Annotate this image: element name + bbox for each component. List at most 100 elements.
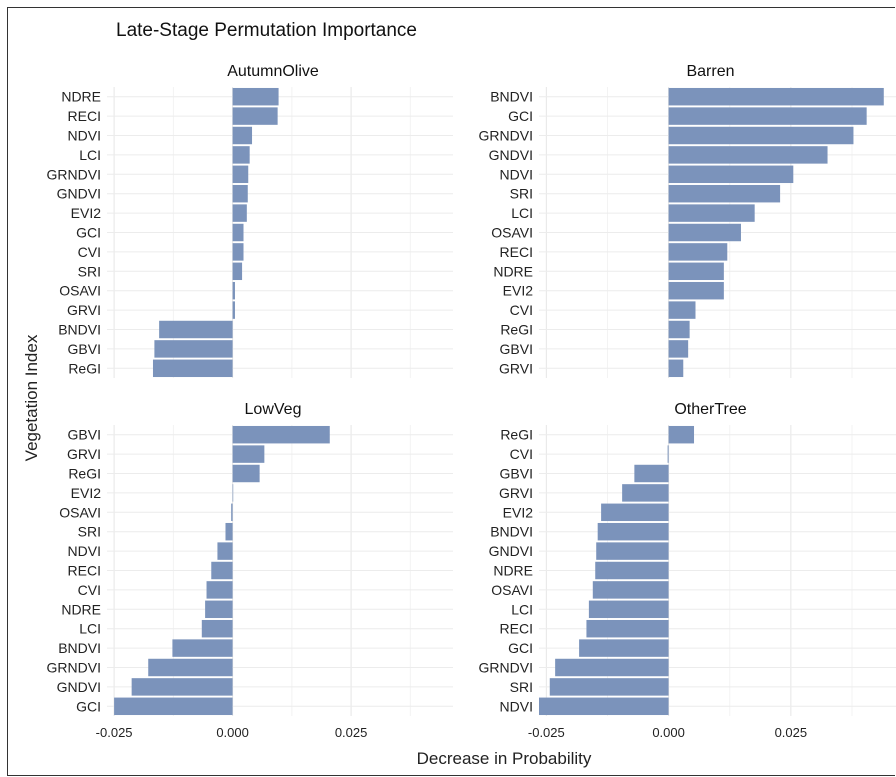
bar bbox=[601, 503, 669, 522]
category-label: CVI bbox=[78, 582, 101, 598]
x-tick-label: 0.025 bbox=[775, 725, 808, 740]
bar bbox=[586, 619, 669, 638]
category-label: GRVI bbox=[499, 485, 533, 501]
category-label: GRNDVI bbox=[479, 660, 533, 676]
bar bbox=[597, 522, 669, 541]
bar bbox=[622, 484, 669, 502]
category-label: SRI bbox=[78, 524, 101, 540]
bar bbox=[201, 619, 233, 638]
category-label: EVI2 bbox=[71, 485, 102, 501]
category-label: GNDVI bbox=[489, 543, 533, 559]
figure-frame bbox=[7, 7, 895, 776]
bar bbox=[668, 165, 794, 184]
category-label: CVI bbox=[78, 244, 101, 260]
category-label: ReGI bbox=[500, 427, 533, 443]
bar bbox=[539, 697, 669, 716]
x-tick-label: 0.025 bbox=[335, 725, 368, 740]
category-label: SRI bbox=[510, 186, 533, 202]
category-label: NDVI bbox=[68, 543, 101, 559]
bar bbox=[232, 243, 244, 261]
category-label: GRNDVI bbox=[47, 166, 101, 182]
panel-barren: BNDVI GCI GRNDVI GNDVI NDVI SRI LCI OSAVI RECI ND… bbox=[479, 63, 896, 378]
bar bbox=[596, 542, 669, 560]
category-label: ReGI bbox=[68, 466, 101, 482]
bar bbox=[588, 600, 669, 619]
bar bbox=[225, 522, 233, 541]
category-label: NDRE bbox=[61, 89, 101, 105]
category-label: GCI bbox=[76, 698, 101, 714]
category-label: BNDVI bbox=[58, 640, 101, 656]
bar bbox=[232, 107, 278, 125]
category-label: SRI bbox=[78, 263, 101, 279]
panel-lowveg: GBVI GRVI ReGI EVI2 OSAVI SRI NDVI RECI CVI NDRE L… bbox=[47, 401, 453, 740]
category-label: SRI bbox=[510, 679, 533, 695]
category-label: NDRE bbox=[493, 263, 533, 279]
bar bbox=[668, 301, 696, 319]
bar bbox=[579, 639, 669, 657]
category-label: GNDVI bbox=[57, 186, 101, 202]
bar bbox=[549, 678, 669, 696]
bar bbox=[131, 678, 233, 696]
category-label: NDRE bbox=[61, 601, 101, 617]
category-label: OSAVI bbox=[59, 504, 101, 520]
category-label: EVI2 bbox=[503, 283, 534, 299]
bar bbox=[114, 697, 233, 716]
category-label: NDVI bbox=[500, 166, 533, 182]
bar bbox=[148, 658, 233, 677]
bar bbox=[595, 561, 669, 580]
category-label: EVI2 bbox=[503, 504, 534, 520]
x-tick-label: -0.025 bbox=[96, 725, 133, 740]
category-label: RECI bbox=[68, 563, 101, 579]
category-label: GRVI bbox=[499, 360, 533, 376]
bar bbox=[232, 484, 234, 502]
bar bbox=[232, 146, 250, 164]
bar bbox=[232, 281, 235, 300]
category-label: CVI bbox=[510, 302, 533, 318]
category-label: LCI bbox=[511, 601, 533, 617]
bar bbox=[206, 581, 233, 599]
x-axis-label: Decrease in Probability bbox=[417, 749, 592, 768]
category-label: EVI2 bbox=[71, 205, 102, 221]
bar bbox=[232, 126, 253, 145]
category-label: NDVI bbox=[500, 698, 533, 714]
category-label: NDRE bbox=[493, 563, 533, 579]
bar bbox=[668, 340, 689, 358]
category-label: ReGI bbox=[68, 360, 101, 376]
category-label: GBVI bbox=[500, 466, 533, 482]
category-label: GCI bbox=[508, 640, 533, 656]
x-tick-label: 0.000 bbox=[216, 725, 249, 740]
bar bbox=[172, 639, 233, 657]
bar bbox=[592, 581, 669, 599]
bar bbox=[668, 425, 695, 444]
bar bbox=[668, 87, 884, 106]
category-label: GRVI bbox=[67, 302, 101, 318]
category-label: OSAVI bbox=[59, 283, 101, 299]
bar bbox=[232, 87, 279, 106]
category-label: RECI bbox=[68, 108, 101, 124]
category-label: GNDVI bbox=[489, 147, 533, 163]
category-label: GNDVI bbox=[57, 679, 101, 695]
bar bbox=[668, 243, 728, 261]
bar bbox=[668, 204, 755, 222]
bar bbox=[159, 320, 233, 339]
category-label: GRVI bbox=[67, 446, 101, 462]
panel-title: OtherTree bbox=[674, 401, 746, 418]
bar bbox=[232, 425, 330, 444]
category-label: LCI bbox=[511, 205, 533, 221]
category-label: GRNDVI bbox=[47, 660, 101, 676]
facet-panels: NDRE RECI NDVI LCI GRNDVI GNDVI EVI2 GCI CVI SRI O… bbox=[47, 63, 896, 740]
panel-title: LowVeg bbox=[245, 401, 302, 418]
category-label: GBVI bbox=[68, 341, 101, 357]
x-tick-label: -0.025 bbox=[528, 725, 565, 740]
category-label: GBVI bbox=[68, 427, 101, 443]
bar bbox=[634, 464, 669, 483]
bar bbox=[205, 600, 233, 619]
bar bbox=[232, 184, 248, 203]
category-label: BNDVI bbox=[490, 524, 533, 540]
bar bbox=[231, 503, 233, 522]
bar bbox=[667, 445, 669, 463]
category-label: RECI bbox=[500, 621, 533, 637]
category-label: BNDVI bbox=[58, 322, 101, 338]
bar bbox=[232, 204, 247, 222]
